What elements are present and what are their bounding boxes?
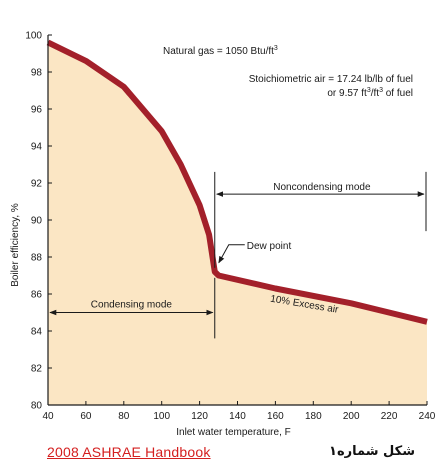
y-tick-label: 94: [31, 142, 43, 153]
x-tick-label: 180: [305, 411, 322, 422]
condensing-mode-label: Condensing mode: [91, 300, 173, 311]
source-link[interactable]: 2008 ASHRAE Handbook: [47, 444, 211, 460]
x-tick-label: 120: [191, 411, 208, 422]
x-tick-label: 40: [42, 411, 54, 422]
air-volume-post: of fuel: [383, 88, 413, 99]
y-tick-label: 88: [31, 253, 43, 264]
noncondensing-mode-label: Noncondensing mode: [273, 182, 371, 193]
y-tick-label: 86: [31, 290, 43, 301]
x-axis-ticks: 40 60 80 100 120 140 160 180 200 220 240: [42, 401, 436, 422]
y-axis-title: Boiler efficiency, %: [10, 203, 21, 287]
x-axis-title: Inlet water temperature, F: [176, 427, 291, 438]
efficiency-curve-line: [46, 39, 428, 325]
air-volume-sup1: 3: [367, 87, 371, 94]
y-tick-label: 98: [31, 68, 43, 79]
figure-caption: شکل شماره۱: [329, 444, 415, 459]
x-tick-label: 80: [118, 411, 130, 422]
x-tick-label: 140: [229, 411, 246, 422]
boiler-efficiency-chart: 40 60 80 100 120 140 160 180 200 220 240 808284868…: [10, 31, 436, 439]
air-volume-sup2: 3: [379, 87, 383, 94]
x-tick-label: 100: [153, 411, 170, 422]
air-volume-mid: /ft: [371, 88, 380, 99]
natural-gas-text: Natural gas = 1050 Btu/ft: [163, 46, 274, 57]
x-tick-label: 160: [267, 411, 284, 422]
y-tick-label: 96: [31, 105, 43, 116]
y-tick-label: 90: [31, 216, 43, 227]
y-tick-label: 100: [25, 31, 42, 42]
stoichiometric-volume-annotation: or 9.57 ft3/ft3 of fuel: [327, 87, 413, 99]
dew-point-leader-arrow: [218, 244, 245, 264]
air-volume-pre: or 9.57 ft: [327, 88, 367, 99]
y-axis-ticks: 80 82 84 86 88 90 92 94 96 98 100: [25, 31, 52, 412]
y-tick-label: 82: [31, 364, 43, 375]
natural-gas-annotation: Natural gas = 1050 Btu/ft3: [163, 45, 278, 57]
x-tick-label: 200: [343, 411, 360, 422]
y-tick-label: 80: [31, 401, 43, 412]
natural-gas-superscript: 3: [274, 45, 278, 52]
y-tick-label: 92: [31, 179, 43, 190]
x-tick-label: 240: [419, 411, 436, 422]
dew-point-label: Dew point: [247, 241, 292, 252]
y-tick-label: 84: [31, 327, 43, 338]
stoichiometric-air-annotation: Stoichiometric air = 17.24 lb/lb of fuel: [249, 74, 413, 85]
x-tick-label: 60: [80, 411, 92, 422]
x-tick-label: 220: [381, 411, 398, 422]
